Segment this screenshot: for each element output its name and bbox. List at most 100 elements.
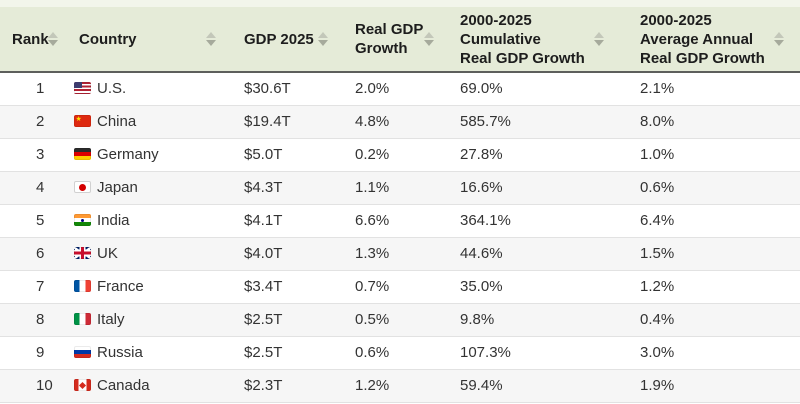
real-gdp-growth-cell: 0.5% — [340, 303, 448, 337]
cumulative-growth-cell: 585.7% — [448, 105, 628, 139]
avg-annual-growth-cell: 1.9% — [628, 369, 800, 403]
avg-annual-growth-cell: 0.6% — [628, 171, 800, 205]
avg-annual-growth-cell: 1.0% — [628, 138, 800, 172]
cn-flag-icon — [74, 115, 91, 127]
cumulative-growth-cell: 107.3% — [448, 336, 628, 370]
cumulative-growth-cell: 9.8% — [448, 303, 628, 337]
rank-cell: 4 — [0, 171, 66, 205]
gdp-2025-cell: $4.3T — [232, 171, 340, 205]
country-cell: France — [66, 270, 232, 304]
country-name: Germany — [97, 146, 159, 163]
table-row-russia: 9 Russia $2.5T 0.6% 107.3% 3.0% — [0, 336, 800, 370]
table-row-japan: 4 Japan $4.3T 1.1% 16.6% 0.6% — [0, 171, 800, 205]
country-name: U.S. — [97, 80, 127, 98]
sort-asc-icon — [424, 32, 434, 38]
country-cell: Germany — [66, 138, 232, 172]
gb-flag-icon — [74, 247, 91, 259]
country-cell: U.S. — [66, 72, 232, 106]
sort-desc-icon — [206, 40, 216, 46]
cumulative-growth-cell: 16.6% — [448, 171, 628, 205]
cumulative-growth-cell: 69.0% — [448, 72, 628, 106]
avg-annual-growth-cell: 1.5% — [628, 237, 800, 271]
us-flag-icon — [74, 82, 91, 95]
country-name: UK — [97, 245, 118, 262]
real-gdp-growth-cell: 1.1% — [340, 171, 448, 205]
gdp-2025-cell: $3.4T — [232, 270, 340, 304]
table-body: 1 U.S. $30.6T2.0%69.0%2.1% 2 China $19.4T4.8%… — [0, 72, 800, 403]
table-row-germany: 3 Germany $5.0T 0.2% 27.8% 1.0% — [0, 138, 800, 172]
sort-icon[interactable] — [774, 32, 784, 46]
avg-annual-growth-cell: 6.4% — [628, 204, 800, 238]
rank-cell: 3 — [0, 138, 66, 172]
table-row-uk: 6 UK $4.0T 1.3% 44.6% 1.5% — [0, 237, 800, 271]
sort-icon[interactable] — [594, 32, 604, 46]
cumulative-growth-cell: 44.6% — [448, 237, 628, 271]
country-name: China — [97, 113, 137, 130]
gdp-2025-cell: $19.4T — [232, 105, 340, 139]
country-cell: Canada — [66, 369, 232, 403]
real-gdp-growth-cell: 1.2% — [340, 369, 448, 403]
column-label: Real GDP Growth — [355, 21, 424, 57]
country-cell: Italy — [66, 303, 232, 337]
country-cell: Russia — [66, 336, 232, 370]
it-flag-icon — [74, 313, 91, 325]
avg-annual-growth-cell: 8.0% — [628, 105, 800, 139]
cumulative-growth-cell: 59.4% — [448, 369, 628, 403]
real-gdp-growth-cell: 0.7% — [340, 270, 448, 304]
sort-desc-icon — [594, 40, 604, 46]
sort-desc-icon — [774, 40, 784, 46]
avg-annual-growth-cell: 0.4% — [628, 303, 800, 337]
gdp-2025-cell: $2.5T — [232, 336, 340, 370]
table-row-france: 7 France $3.4T 0.7% 35.0% 1.2% — [0, 270, 800, 304]
sort-icon[interactable] — [318, 32, 328, 46]
sort-icon[interactable] — [424, 32, 434, 46]
table-row-italy: 8 Italy $2.5T 0.5% 9.8% 0.4% — [0, 303, 800, 337]
header-row: Rank Country GDP 2025 Real GDP Growth 2000-20… — [0, 7, 800, 73]
table-header: Rank Country GDP 2025 Real GDP Growth 2000-20… — [0, 7, 800, 73]
table-row-canada: 10 Canada $2.3T 1.2% 59.4% 1.9% — [0, 369, 800, 403]
country-cell: China — [66, 105, 232, 139]
rank-cell: 9 — [0, 336, 66, 370]
jp-flag-icon — [74, 181, 91, 193]
real-gdp-growth-cell: 0.2% — [340, 138, 448, 172]
real-gdp-growth-cell: 6.6% — [340, 204, 448, 238]
column-label: GDP 2025 — [244, 30, 314, 48]
real-gdp-growth-cell: 1.3% — [340, 237, 448, 271]
table-row-us: 1 U.S. $30.6T 2.0% 69.0% 2.1% — [0, 72, 800, 106]
cumulative-growth-cell: 364.1% — [448, 204, 628, 238]
column-header-rank[interactable]: Rank — [0, 7, 66, 73]
data-table: Rank Country GDP 2025 Real GDP Growth 2000-20… — [0, 7, 800, 403]
country-name: France — [97, 278, 144, 295]
gdp-2025-cell: $2.5T — [232, 303, 340, 337]
rank-cell: 1 — [0, 72, 66, 106]
gdp-2025-cell: $4.0T — [232, 237, 340, 271]
sort-icon[interactable] — [206, 32, 216, 46]
ru-flag-icon — [74, 346, 91, 358]
country-name: Japan — [97, 179, 138, 196]
country-cell: Japan — [66, 171, 232, 205]
rank-cell: 2 — [0, 105, 66, 139]
avg-annual-growth-cell: 3.0% — [628, 336, 800, 370]
avg-annual-growth-cell: 2.1% — [628, 72, 800, 106]
de-flag-icon — [74, 148, 91, 160]
gdp-2025-cell: $2.3T — [232, 369, 340, 403]
column-header-cumulative_growth[interactable]: 2000-2025 Cumulative Real GDP Growth — [448, 7, 628, 73]
gdp-2025-cell: $4.1T — [232, 204, 340, 238]
ca-flag-icon — [74, 379, 91, 391]
column-header-gdp_2025[interactable]: GDP 2025 — [232, 7, 340, 73]
avg-annual-growth-cell: 1.2% — [628, 270, 800, 304]
real-gdp-growth-cell: 2.0% — [340, 72, 448, 106]
country-name: Italy — [97, 311, 125, 328]
table-row-india: 5 India $4.1T 6.6% 364.1% 6.4% — [0, 204, 800, 238]
country-cell: India — [66, 204, 232, 238]
column-header-avg_annual_growth[interactable]: 2000-2025 Average Annual Real GDP Growth — [628, 7, 800, 73]
real-gdp-growth-cell: 4.8% — [340, 105, 448, 139]
sort-asc-icon — [206, 32, 216, 38]
column-label: Country — [79, 30, 137, 48]
rank-cell: 8 — [0, 303, 66, 337]
sort-desc-icon — [48, 40, 58, 46]
sort-asc-icon — [774, 32, 784, 38]
column-header-real_gdp_growth[interactable]: Real GDP Growth — [340, 7, 448, 73]
column-header-country[interactable]: Country — [66, 7, 232, 73]
sort-icon[interactable] — [48, 32, 58, 46]
